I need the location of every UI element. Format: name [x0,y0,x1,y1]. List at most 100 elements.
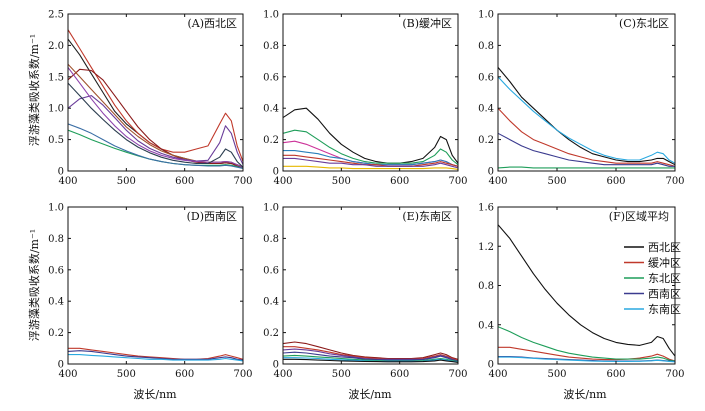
x-tick-label-A-2: 600 [175,176,194,187]
y-tick-label-E-0: 0 [273,360,279,371]
panel-D: 400 500 600 700 0 0.2 0.4 0.6 0.8 1.0 (D)西南区 [48,203,252,381]
y-tick-label-F-4: 1.6 [478,203,494,214]
xlabel-right: 波长/nm [563,388,607,401]
series-group-B [283,107,458,170]
series-line-C-2 [498,107,675,167]
y-tick-label-A-3: 1.5 [48,72,64,83]
legend-label-0: 西北区 [648,241,681,254]
series-group-E [283,341,458,363]
panel-C: 400 500 600 700 0 0.2 0.4 0.6 0.8 1.0 (C)东北区 [478,10,684,188]
x-tick-label-C-2: 600 [606,176,625,187]
x-tick-label-A-3: 700 [233,176,252,187]
series-line-F-4 [498,356,675,363]
panel-title-B: (B)缓冲区 [402,16,452,30]
plot-frame-E [282,206,459,365]
y-tick-label-A-0: 0 [58,167,64,178]
xlabel-middle: 波长/nm [348,388,392,401]
panel-E: 400 500 600 700 0 0.2 0.4 0.6 0.8 1.0 (E)东南区 [263,203,467,381]
series-group-F [498,224,675,363]
plot-frame-B [282,13,459,172]
series-line-C-0 [498,67,675,166]
y-tick-label-D-5: 1.0 [48,203,64,214]
series-line-A-5 [68,67,243,168]
x-tick-label-F-0: 400 [488,369,507,380]
series-line-C-1 [498,76,675,164]
x-tick-label-B-1: 500 [332,176,351,187]
y-tick-label-E-4: 0.8 [263,234,279,245]
y-tick-label-E-3: 0.6 [263,265,279,276]
y-tick-label-E-5: 1.0 [263,203,279,214]
y-tick-label-C-3: 0.6 [478,72,494,83]
series-line-E-0 [283,341,458,360]
plot-frame-F [497,206,676,365]
plot-frame-A [67,13,244,172]
panel-title-F: (F)区域平均 [609,210,669,223]
y-tick-label-A-4: 2.0 [48,41,64,52]
y-tick-label-C-4: 0.8 [478,41,494,52]
x-tick-label-F-3: 700 [665,369,684,380]
series-line-F-1 [498,346,675,362]
x-tick-label-E-2: 600 [390,369,409,380]
y-tick-label-D-4: 0.8 [48,234,64,245]
series-line-C-4 [498,166,675,169]
y-tick-label-E-2: 0.4 [263,297,279,308]
series-line-B-5 [283,157,458,169]
series-line-A-2 [68,68,243,169]
y-tick-label-C-0: 0 [488,167,494,178]
x-tick-label-B-0: 400 [273,176,292,187]
panel-A: 400 500 600 700 0 0.5 1.0 1.5 2.0 2.5 (A)西北区 [48,10,252,188]
legend-label-4: 东南区 [648,303,681,316]
series-group-A [68,29,243,170]
series-line-A-8 [68,123,243,170]
y-tick-label-C-1: 0.2 [478,135,494,146]
plot-frame-C [497,13,676,172]
y-tick-label-B-5: 1.0 [263,10,279,21]
y-tick-label-D-3: 0.6 [48,265,64,276]
x-tick-label-F-1: 500 [547,369,566,380]
y-tick-label-C-2: 0.4 [478,104,494,115]
x-tick-label-C-1: 500 [547,176,566,187]
series-line-A-1 [68,29,243,162]
series-line-D-1 [68,350,243,361]
y-tick-label-A-2: 1.0 [48,104,64,115]
x-tick-label-B-3: 700 [448,176,467,187]
series-line-A-4 [68,95,243,165]
xlabel-left: 波长/nm [133,388,177,401]
y-tick-label-F-1: 0.4 [478,320,494,331]
series-line-E-4 [283,354,458,363]
panel-title-D: (D)西南区 [187,210,237,223]
panel-B: 400 500 600 700 0 0.2 0.4 0.6 0.8 1.0 (B)缓冲区 [263,10,467,188]
panel-title-E: (E)东南区 [402,210,452,223]
y-tick-label-F-2: 0.8 [478,281,494,292]
x-tick-label-E-0: 400 [273,369,292,380]
legend-label-2: 东北区 [648,272,681,285]
y-tick-label-A-5: 2.5 [48,10,64,21]
panel-title-A: (A)西北区 [187,17,237,30]
x-tick-label-C-0: 400 [488,176,507,187]
x-tick-label-A-1: 500 [117,176,136,187]
x-tick-label-F-2: 600 [606,369,625,380]
x-tick-label-E-1: 500 [332,369,351,380]
series-line-F-0 [498,224,675,357]
series-group-C [498,67,675,169]
y-tick-label-A-1: 0.5 [48,135,64,146]
series-line-A-6 [68,82,243,168]
series-line-B-0 [283,107,458,164]
y-tick-label-B-1: 0.2 [263,135,279,146]
y-tick-label-E-1: 0.2 [263,328,279,339]
plot-frame-D [67,206,244,365]
y-tick-label-B-0: 0 [273,167,279,178]
series-line-B-3 [283,150,458,167]
panel-title-C: (C)东北区 [619,17,669,30]
panel-F: 400 500 600 700 0 0.4 0.8 1.2 1.6 (F)区域平均西北区缓冲区东北… [478,203,684,381]
series-line-B-4 [283,154,458,167]
panels: 400 500 600 700 0 0.5 1.0 1.5 2.0 2.5 (A)西北区 400 500… [48,10,684,381]
series-line-E-6 [283,358,458,363]
x-tick-label-D-2: 600 [175,369,194,380]
y-tick-label-F-3: 1.2 [478,242,494,253]
series-line-A-3 [68,63,243,168]
y-tick-label-F-0: 0 [488,360,494,371]
series-line-B-1 [283,129,458,166]
